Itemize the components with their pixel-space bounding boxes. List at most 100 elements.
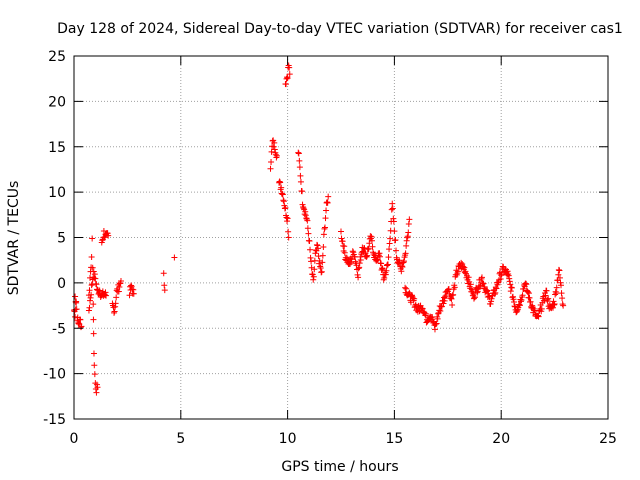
data-point xyxy=(302,212,309,219)
data-point xyxy=(404,234,411,241)
data-point xyxy=(296,157,303,164)
data-point xyxy=(338,228,344,235)
data-point xyxy=(364,252,371,259)
data-point xyxy=(316,260,323,267)
data-point xyxy=(411,295,418,302)
data-point xyxy=(284,218,291,225)
data-point xyxy=(296,164,303,171)
x-tick-label: 20 xyxy=(492,431,510,447)
data-point xyxy=(111,309,118,316)
data-point xyxy=(126,292,133,299)
data-point xyxy=(91,362,98,369)
data-point xyxy=(270,143,277,150)
data-point xyxy=(516,301,523,308)
data-point xyxy=(481,283,488,290)
data-point xyxy=(89,264,96,271)
data-point xyxy=(519,292,526,299)
x-tick-label: 10 xyxy=(279,431,297,447)
data-point xyxy=(282,204,289,211)
x-tick-label: 15 xyxy=(385,431,403,447)
data-point xyxy=(365,245,372,252)
data-point xyxy=(102,289,109,296)
data-point xyxy=(302,208,309,215)
data-point xyxy=(308,264,315,271)
data-point xyxy=(321,224,328,231)
data-point xyxy=(368,233,375,240)
data-point xyxy=(556,274,563,281)
data-point xyxy=(348,259,355,266)
data-point xyxy=(461,264,468,271)
data-point xyxy=(284,74,291,81)
data-point xyxy=(297,172,304,179)
data-point xyxy=(311,266,318,273)
data-point xyxy=(161,287,168,294)
data-point xyxy=(506,278,513,285)
data-point xyxy=(77,324,84,331)
data-point xyxy=(354,271,361,278)
data-point xyxy=(72,293,79,300)
data-point xyxy=(488,298,495,305)
data-point xyxy=(75,319,82,326)
data-point xyxy=(512,303,519,310)
data-point xyxy=(461,269,468,276)
data-point xyxy=(544,298,551,305)
data-point xyxy=(366,240,373,247)
data-point xyxy=(559,301,566,308)
data-point xyxy=(387,235,394,242)
data-point xyxy=(419,305,426,312)
data-point xyxy=(357,257,364,264)
data-point xyxy=(560,302,567,309)
data-point xyxy=(556,267,563,274)
data-point xyxy=(299,188,306,195)
data-point xyxy=(318,268,325,275)
data-point xyxy=(285,228,292,235)
data-point xyxy=(103,292,110,299)
data-point xyxy=(558,290,565,297)
data-point xyxy=(90,301,97,308)
data-point xyxy=(508,284,515,291)
data-point xyxy=(355,274,362,281)
data-point xyxy=(480,280,487,287)
data-point xyxy=(90,330,97,337)
data-point xyxy=(458,259,465,266)
data-point xyxy=(555,271,562,278)
y-tick-label: -5 xyxy=(52,321,66,337)
data-point xyxy=(543,287,550,294)
data-point xyxy=(129,286,136,293)
data-point xyxy=(550,298,557,305)
data-point xyxy=(376,250,383,257)
data-point xyxy=(321,225,328,232)
data-point xyxy=(88,282,95,289)
data-point xyxy=(161,282,168,289)
data-point xyxy=(86,304,93,311)
data-point xyxy=(381,274,388,281)
tick-labels: 0 5 10 15 20 25 -15 -10 -5 0 5 10 15 20 25 xyxy=(43,49,617,447)
data-point xyxy=(390,218,397,225)
data-point xyxy=(90,268,97,275)
data-point xyxy=(404,233,411,240)
data-point xyxy=(361,245,368,252)
data-point xyxy=(514,307,521,314)
data-point xyxy=(276,178,283,185)
y-tick-label: 20 xyxy=(48,94,66,110)
data-point xyxy=(286,64,293,71)
data-point xyxy=(355,265,362,272)
data-point xyxy=(385,254,392,261)
data-point xyxy=(552,291,559,298)
data-point xyxy=(315,245,322,252)
data-point xyxy=(396,257,403,264)
data-point xyxy=(320,231,327,238)
data-point xyxy=(523,281,530,288)
data-point xyxy=(130,286,137,293)
data-point xyxy=(320,244,327,251)
data-point xyxy=(312,250,319,257)
data-point xyxy=(341,243,348,250)
y-tick-label: -15 xyxy=(43,412,66,428)
data-point xyxy=(128,283,135,290)
data-point xyxy=(400,259,407,266)
data-point xyxy=(399,263,406,270)
data-point xyxy=(402,250,409,257)
data-point xyxy=(318,269,325,276)
data-point xyxy=(300,205,307,212)
